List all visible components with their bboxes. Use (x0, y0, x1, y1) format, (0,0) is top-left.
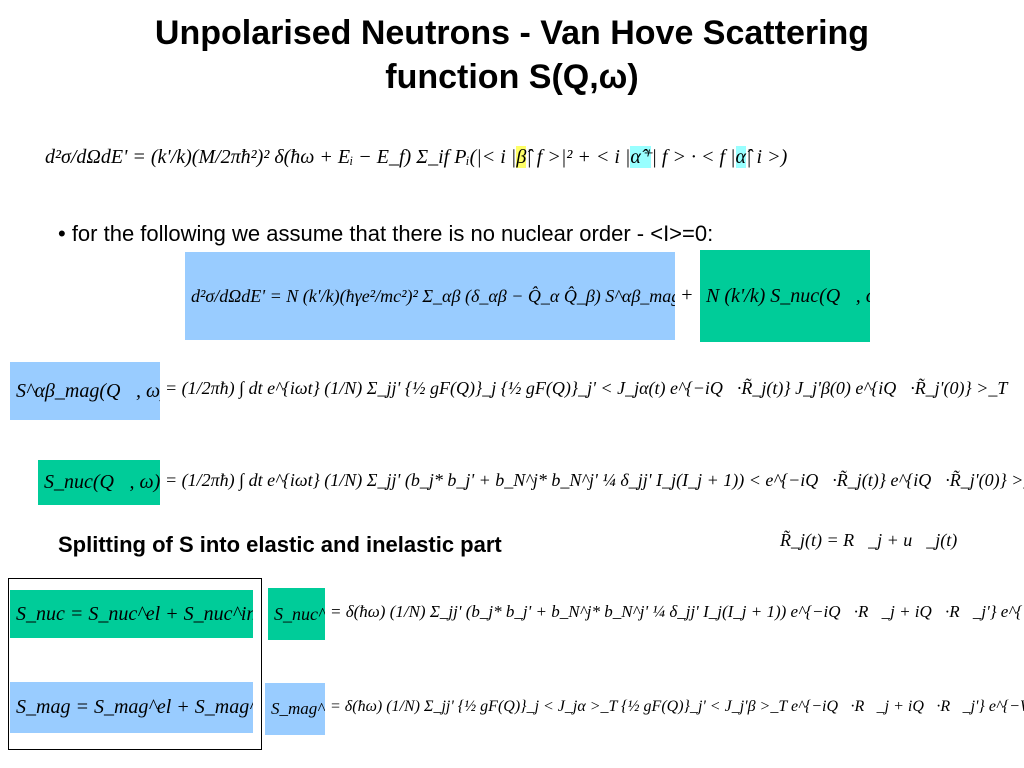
frame (8, 578, 262, 750)
eq-part: d²σ/dΩdE' = (k'/k)(M/2πħ²)² δ(ħω + Eᵢ − … (45, 146, 517, 168)
eq-part: | i >) (746, 146, 788, 168)
eq-highlight: α̂ (735, 146, 747, 168)
section-heading: Splitting of S into elastic and inelasti… (58, 532, 502, 557)
split-equation: S_nuc = S_nuc^el + S_nuc^inel (10, 590, 253, 638)
eq-lhs: S_mag^el (265, 683, 325, 735)
eq-rhs: = δ(ħω) (1/N) Σ_jj' {½ gF(Q)}_j < J_jα >… (330, 698, 1024, 715)
equation: d²σ/dΩdE' = (k'/k)(M/2πħ²)² δ(ħω + Eᵢ − … (45, 145, 1020, 169)
bullet-text: • for the following we assume that there… (58, 221, 714, 246)
title-line: function S(Q,ω) (385, 58, 639, 96)
title-line: Unpolarised Neutrons - Van Hove Scatteri… (154, 14, 870, 52)
equation: R̃_j(t) = R⃗_j + u⃗_j(t) (780, 530, 958, 550)
eq-part: + (680, 284, 694, 306)
nuclear-term: N (k'/k) S_nuc(Q⃗, ω) (700, 250, 870, 342)
eq-highlight: β̂ (516, 146, 527, 168)
eq-rhs: = (1/2πħ) ∫ dt e^{iωt} (1/N) Σ_jj' (b_j*… (165, 470, 1024, 490)
eq-lhs: S_nuc(Q⃗, ω) (38, 460, 160, 505)
eq-lhs: S_nuc^el (268, 588, 325, 640)
eq-part: | f > · < f | (651, 146, 736, 168)
eq-highlight: α̂⁺ (630, 146, 652, 168)
split-equation: S_mag = S_mag^el + S_mag^inel (10, 682, 253, 733)
magnetic-term: d²σ/dΩdE' = N (k'/k)(ħγe²/mc²)² Σ_αβ (δ_… (185, 252, 675, 340)
eq-rhs: = δ(ħω) (1/N) Σ_jj' (b_j* b_j' + b_N^j* … (330, 602, 1024, 621)
eq-part: | f >|² + < i | (526, 146, 631, 168)
eq-lhs: S^αβ_mag(Q⃗, ω) (10, 362, 160, 420)
eq-rhs: = (1/2πħ) ∫ dt e^{iωt} (1/N) Σ_jj' {½ gF… (165, 378, 1008, 398)
